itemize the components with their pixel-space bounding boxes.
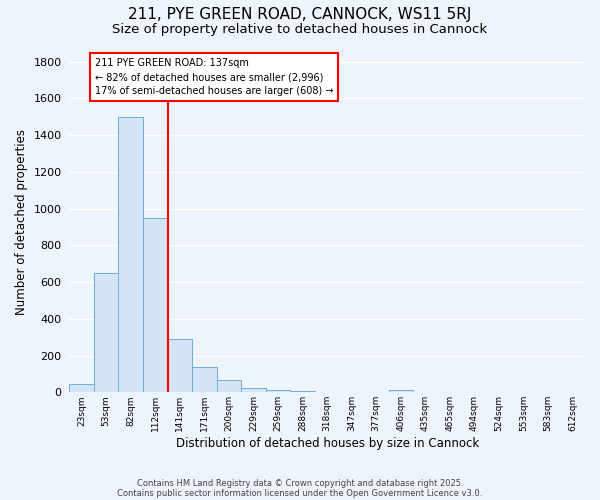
Y-axis label: Number of detached properties: Number of detached properties [15,130,28,316]
X-axis label: Distribution of detached houses by size in Cannock: Distribution of detached houses by size … [176,437,479,450]
Text: Contains HM Land Registry data © Crown copyright and database right 2025.: Contains HM Land Registry data © Crown c… [137,478,463,488]
Bar [143,218,167,392]
Bar [70,384,94,392]
Text: Contains public sector information licensed under the Open Government Licence v3: Contains public sector information licen… [118,488,482,498]
Bar [389,390,413,392]
Bar [192,366,217,392]
Bar [94,273,118,392]
Bar [167,339,192,392]
Bar [217,380,241,392]
Bar [118,117,143,392]
Bar [241,388,266,392]
Text: Size of property relative to detached houses in Cannock: Size of property relative to detached ho… [112,22,488,36]
Text: 211 PYE GREEN ROAD: 137sqm
← 82% of detached houses are smaller (2,996)
17% of s: 211 PYE GREEN ROAD: 137sqm ← 82% of deta… [95,58,334,96]
Text: 211, PYE GREEN ROAD, CANNOCK, WS11 5RJ: 211, PYE GREEN ROAD, CANNOCK, WS11 5RJ [128,8,472,22]
Bar [266,390,290,392]
